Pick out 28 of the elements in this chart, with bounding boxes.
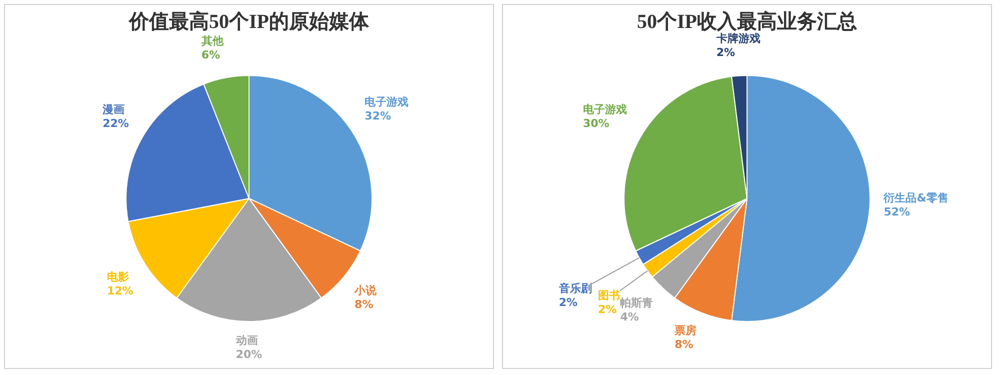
slice-label: 票房	[674, 324, 697, 338]
data-label: 2%	[598, 303, 617, 316]
slice-label: 其他	[200, 34, 224, 48]
slice-label: 音乐剧	[558, 282, 592, 296]
data-label: 6%	[201, 48, 220, 62]
data-label: 32%	[364, 109, 392, 122]
data-label: 52%	[884, 205, 910, 218]
data-label: 20%	[236, 348, 262, 361]
data-label: 22%	[102, 116, 129, 130]
data-label: 8%	[354, 298, 374, 312]
chart-title: 50个IP收入最高业务汇总	[637, 10, 857, 34]
slice-label: 漫画	[102, 102, 125, 116]
slice-label: 衍生品&零售	[882, 191, 948, 204]
slice-label: 图书	[598, 289, 620, 302]
data-label: 4%	[620, 310, 639, 324]
slice-label: 小说	[354, 284, 378, 298]
slice-label: 电影	[107, 270, 129, 284]
data-label: 8%	[674, 338, 694, 352]
data-label: 2%	[716, 46, 736, 60]
slice-label: 卡牌游戏	[715, 32, 760, 46]
slice-label: 电子游戏	[582, 102, 627, 116]
slice-label: 动画	[234, 334, 258, 347]
data-label: 12%	[107, 284, 134, 298]
slice-label: 帕斯青	[620, 296, 654, 310]
slice-label: 电子游戏	[364, 95, 409, 108]
data-label: 30%	[582, 116, 610, 130]
chart-title: 价值最高50个IP的原始媒体	[128, 10, 370, 34]
data-label: 2%	[558, 296, 578, 310]
